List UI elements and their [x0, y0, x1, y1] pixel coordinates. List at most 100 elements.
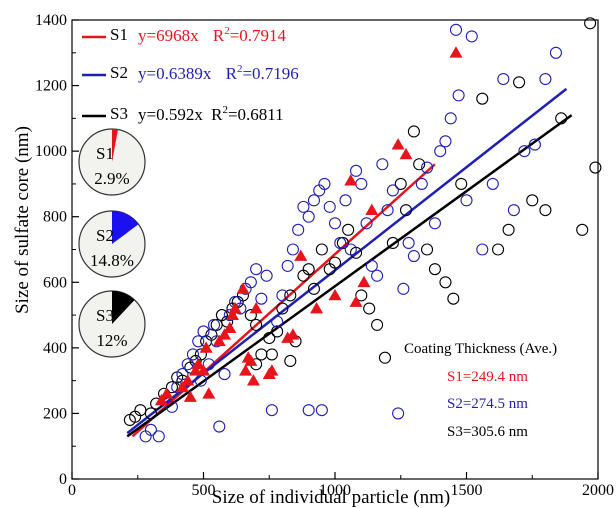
y-axis-label: Size of sulfate core (nm): [12, 126, 33, 314]
legend-r2-r-s3: R: [211, 105, 223, 124]
point-s3-11: [194, 348, 207, 361]
point-s2-68: [549, 46, 562, 59]
legend-name-s2: S2: [110, 63, 128, 82]
point-s2-51: [407, 250, 420, 263]
point-s2-57: [444, 112, 457, 125]
point-s2-66: [528, 138, 541, 151]
point-s3-40: [378, 351, 392, 364]
point-s3-58: [576, 223, 589, 236]
legend-fit-s1: y=6968x R2=0.7914: [138, 25, 287, 45]
point-s2-40: [349, 164, 363, 177]
point-s2-50: [402, 236, 415, 249]
coating-note-s1: S1=249.4 nm: [447, 369, 528, 385]
point-s3-51: [476, 92, 489, 105]
point-s3-23: [263, 331, 276, 345]
point-s2-14: [213, 420, 226, 433]
point-s2-39: [344, 243, 357, 256]
legend-r2-sup-s2: 2: [237, 63, 243, 75]
y-tick-label-6: 1200: [35, 78, 67, 95]
point-s2-35: [323, 200, 336, 213]
point-s3-63: [284, 354, 297, 368]
point-s1-31: [365, 203, 379, 216]
point-s1-32: [391, 138, 405, 150]
point-s3-38: [363, 302, 376, 315]
point-s1-11: [218, 328, 232, 340]
y-tick-label-5: 1000: [35, 143, 67, 160]
point-s2-25: [271, 315, 284, 328]
point-s3-37: [355, 289, 368, 302]
pie-label-s2: S2: [96, 226, 114, 245]
coating-note-s3: S3=305.6 nm: [447, 424, 528, 440]
point-s3-50: [455, 177, 468, 190]
point-s3-44: [407, 125, 420, 138]
point-s2-54: [428, 217, 441, 230]
y-tick-label-4: 800: [43, 209, 67, 226]
legend-r2-sup-s1: 2: [224, 25, 230, 37]
point-s1-13: [225, 308, 239, 320]
point-s1-2: [175, 380, 189, 393]
pie-s1: S1 2.9%: [78, 128, 146, 196]
point-s2-69: [302, 404, 315, 417]
point-s3-53: [502, 223, 515, 236]
legend-r2-val-s1: =0.7914: [230, 26, 287, 45]
point-s1-8: [199, 341, 213, 353]
point-s3-42: [394, 177, 407, 190]
point-s2-65: [518, 145, 531, 158]
point-s2-28: [286, 243, 299, 256]
coating-note: Coating Thickness (Ave.) S1=249.4 nm S2=…: [404, 341, 557, 440]
legend-r2-sup-s3: 2: [222, 104, 228, 116]
point-s1-28: [344, 174, 358, 186]
point-s3-59: [584, 17, 597, 30]
point-s1-22: [265, 364, 279, 376]
fit-line-s3: [126, 114, 573, 438]
y-tick-label-3: 600: [43, 274, 67, 291]
point-s2-44: [371, 269, 384, 282]
legend-r2-r-s2: R: [226, 64, 238, 83]
point-s2-47: [386, 184, 399, 197]
point-s2-32: [307, 194, 321, 207]
point-s1-12: [223, 321, 237, 334]
point-s2-63: [497, 72, 510, 86]
point-s3-46: [420, 243, 434, 256]
point-s2-60: [465, 30, 478, 43]
point-s1-9: [202, 387, 216, 399]
legend-r2-val-s2: =0.7196: [242, 64, 298, 83]
point-s2-53: [420, 161, 434, 174]
point-s2-15: [218, 368, 231, 381]
point-s2-52: [415, 177, 428, 190]
point-s2-7: [186, 348, 200, 361]
legend-fit-eq-s1: y=6968x: [138, 26, 199, 45]
point-s1-0: [154, 393, 168, 406]
point-s2-5: [176, 368, 189, 381]
point-s1-24: [286, 328, 300, 340]
point-s3-45: [413, 158, 426, 171]
point-s3-43: [399, 204, 413, 217]
point-s1-16: [239, 364, 253, 376]
y-tick-label-7: 1400: [35, 12, 67, 29]
x-axis-label: Size of individual particle (nm): [212, 487, 450, 508]
y-tick-label-0: 0: [59, 471, 67, 488]
point-s1-18: [244, 354, 258, 366]
point-s3-3: [144, 407, 157, 420]
point-s2-22: [255, 292, 268, 305]
point-s2-38: [339, 194, 352, 207]
point-s2-56: [439, 135, 452, 148]
legend-fit-s3: y=0.592x R2=0.6811: [138, 104, 284, 124]
point-s2-3: [165, 400, 178, 413]
point-s1-20: [249, 302, 263, 314]
point-s2-43: [365, 259, 378, 272]
point-s3-41: [386, 236, 399, 249]
point-s3-14: [210, 318, 223, 331]
point-s2-37: [334, 236, 347, 249]
point-s1-7: [197, 364, 210, 376]
pie-s2: S2 14.8%: [78, 210, 146, 278]
legend-name-s1: S1: [110, 25, 128, 44]
point-s1-15: [236, 282, 250, 294]
x-tick-label-1: 500: [192, 482, 216, 499]
point-s1-27: [328, 288, 342, 301]
point-s1-30: [357, 275, 371, 288]
point-s3-48: [439, 276, 452, 289]
pie-slice-s2: [112, 211, 139, 244]
legend-r2-val-s3: =0.6811: [228, 105, 284, 124]
